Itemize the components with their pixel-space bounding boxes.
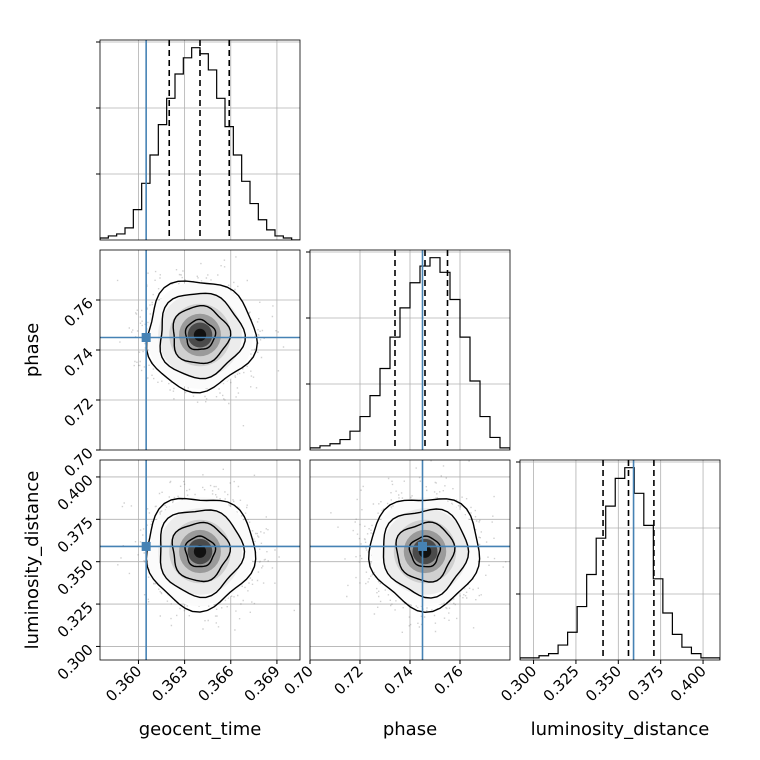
joint-panel-phase-luminosity_distance — [309, 459, 511, 661]
x-tick-label: 0.70 — [280, 662, 316, 698]
panel-frame — [99, 39, 301, 241]
y-tick-label: 0.375 — [54, 513, 97, 556]
scatter-points — [117, 468, 295, 631]
panel-frame — [309, 249, 511, 451]
contour-0 — [145, 497, 257, 613]
joint-panel-geocent_time-phase — [99, 249, 301, 451]
truth-marker — [418, 541, 427, 551]
joint-panel-geocent_time-luminosity_distance — [99, 459, 301, 661]
x-axis-label-geocent_time: geocent_time — [139, 719, 262, 740]
x-tick-label: 0.72 — [330, 662, 366, 698]
truth-marker — [141, 333, 151, 342]
x-tick-label: 0.300 — [497, 662, 540, 705]
panels — [96, 39, 721, 661]
marginal-panel-phase — [306, 249, 511, 451]
y-tick-label: 0.300 — [54, 641, 97, 684]
x-tick-label: 0.360 — [102, 662, 145, 705]
x-tick-label: 0.366 — [194, 662, 237, 705]
axis-labels: geocent_time phase luminosity_distancephas… — [22, 323, 709, 740]
histogram-geocent_time — [100, 47, 300, 240]
y-tick-label: 0.74 — [60, 344, 96, 380]
contour-1 — [159, 509, 246, 599]
x-tick-label: 0.363 — [148, 662, 191, 705]
x-tick-label: 0.76 — [430, 662, 466, 698]
density-level-5 — [193, 328, 207, 342]
marginal-panel-geocent_time — [96, 39, 301, 241]
x-tick-label: 0.74 — [380, 662, 416, 698]
y-axis-label-phase: phase — [22, 323, 43, 377]
x-axis-label-phase: phase — [383, 719, 437, 740]
contour-0 — [367, 498, 481, 614]
contour-3 — [184, 318, 217, 351]
y-tick-label: 0.325 — [54, 598, 97, 641]
x-tick-label: 0.325 — [540, 662, 583, 705]
contour-1 — [159, 292, 247, 380]
contour-1 — [382, 508, 470, 599]
contour-3 — [184, 535, 217, 568]
x-tick-label: 0.350 — [582, 662, 625, 705]
panel-frame — [519, 459, 721, 661]
truth-marker — [141, 541, 151, 551]
y-tick-label: 0.72 — [60, 394, 96, 430]
x-tick-label: 0.375 — [624, 662, 667, 705]
panel-frame — [99, 459, 301, 661]
contour-2 — [172, 305, 232, 365]
contour-2 — [171, 521, 232, 583]
y-axis-label-luminosity_distance: luminosity_distance — [22, 471, 43, 650]
contour-2 — [395, 521, 456, 583]
histogram-phase — [310, 257, 510, 450]
x-axis-label-luminosity_distance: luminosity_distance — [531, 719, 710, 740]
y-tick-label: 0.350 — [54, 556, 97, 599]
x-tick-label: 0.369 — [241, 662, 284, 705]
density-level-5 — [193, 545, 207, 558]
y-tick-label: 0.76 — [60, 294, 96, 330]
histogram-luminosity_distance — [520, 467, 720, 660]
x-tick-label: 0.400 — [667, 662, 710, 705]
contour-3 — [408, 535, 442, 568]
y-tick-label: 0.70 — [60, 444, 96, 480]
marginal-panel-luminosity_distance — [516, 459, 721, 661]
